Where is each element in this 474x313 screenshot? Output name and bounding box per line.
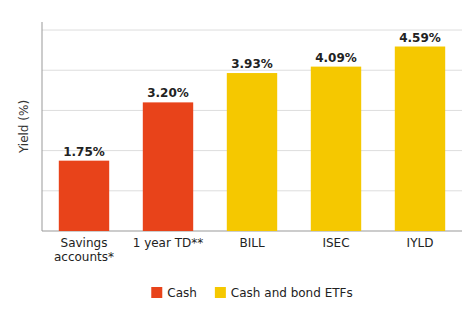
x-tick-label: Savingsaccounts* (54, 236, 114, 264)
x-tick-label-line: Savings (61, 236, 108, 250)
data-label: 4.59% (399, 31, 441, 45)
x-tick-labels: Savingsaccounts* 1 year TD** BILL ISEC IYLD (54, 236, 433, 264)
x-tick-label: ISEC (322, 236, 349, 250)
legend-swatch (215, 287, 226, 298)
bar (143, 102, 193, 231)
x-tick-label: BILL (239, 236, 264, 250)
x-tick-label: 1 year TD** (133, 236, 204, 250)
legend-label: Cash (167, 286, 197, 300)
data-labels: 1.75% 3.20% 3.93% 4.09% 4.59% (63, 31, 441, 159)
y-axis-line (42, 22, 43, 231)
x-tick-label-line: BILL (239, 236, 264, 250)
bar (311, 67, 361, 231)
x-tick-label-line: accounts* (54, 250, 114, 264)
legend-swatch (151, 287, 162, 298)
x-tick-label-line: 1 year TD** (133, 236, 204, 250)
bar (227, 73, 277, 231)
x-tick-label-line: ISEC (322, 236, 349, 250)
chart-container: 1.75% 3.20% 3.93% 4.09% 4.59% Savingsaccounts… (0, 0, 474, 313)
bars (59, 47, 445, 231)
data-label: 3.20% (147, 86, 189, 100)
data-label: 1.75% (63, 145, 105, 159)
x-tick-label-line: IYLD (407, 236, 434, 250)
legend-item: Cash (151, 286, 197, 300)
x-tick-label: IYLD (407, 236, 434, 250)
bar (59, 161, 109, 231)
chart-svg: 1.75% 3.20% 3.93% 4.09% 4.59% Savingsaccounts… (0, 0, 474, 313)
y-axis-label: Yield (%) (17, 100, 31, 154)
legend: Cash Cash and bond ETFs (151, 286, 352, 300)
legend-item: Cash and bond ETFs (215, 286, 353, 300)
legend-label: Cash and bond ETFs (231, 286, 353, 300)
data-label: 3.93% (231, 57, 273, 71)
data-label: 4.09% (315, 51, 357, 65)
bar (395, 47, 445, 231)
